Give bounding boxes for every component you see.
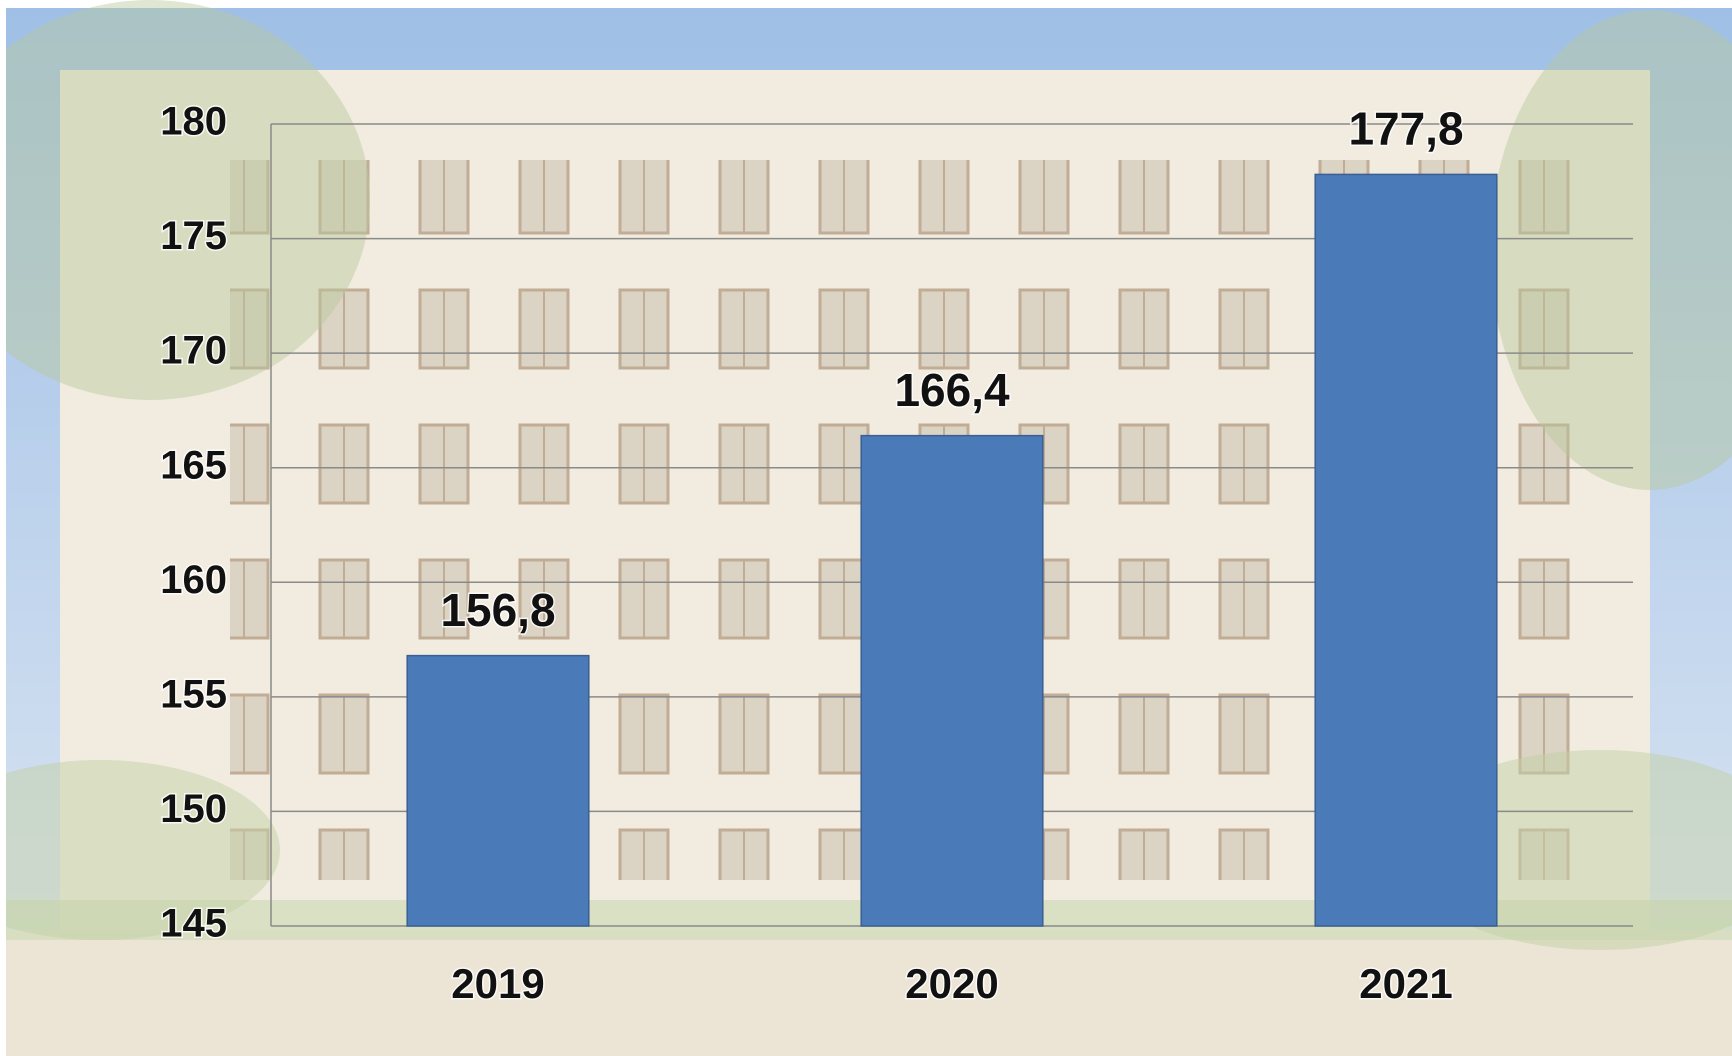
bar [407,656,589,926]
y-tick-label: 170 [160,329,227,373]
y-tick-label: 160 [160,558,227,602]
value-label: 166,4 [894,364,1010,416]
value-label: 156,8 [440,584,555,636]
y-tick-label: 155 [160,672,227,716]
bar [861,436,1043,926]
bar [1315,174,1497,926]
x-tick-label: 2021 [1359,960,1452,1007]
y-tick-label: 175 [160,214,227,258]
x-tick-label: 2020 [905,960,998,1007]
chart: 145 150 155 160 165 170 175 180 2019 156,8 2020 166… [0,0,1732,1056]
y-tick-label: 145 [160,902,227,946]
y-tick-label: 165 [160,443,227,487]
x-tick-label: 2019 [451,960,544,1007]
value-label: 177,8 [1348,103,1463,155]
y-tick-label: 150 [160,787,227,831]
y-tick-label: 180 [160,100,227,144]
